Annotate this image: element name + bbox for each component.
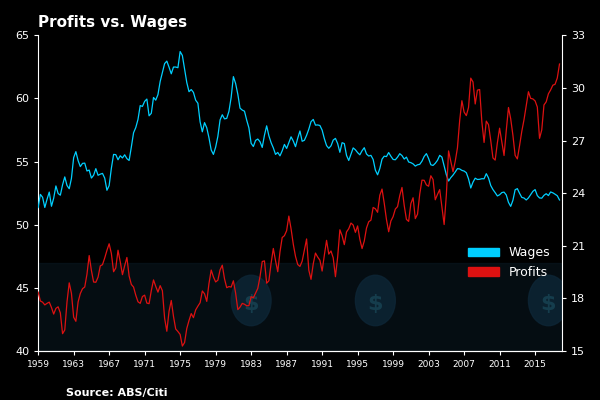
Text: $: $	[244, 294, 259, 314]
Ellipse shape	[355, 275, 395, 326]
Text: $: $	[541, 294, 556, 314]
Legend: Wages, Profits: Wages, Profits	[463, 242, 556, 284]
Bar	[38, 262, 562, 351]
Text: Source: ABS/Citi: Source: ABS/Citi	[66, 388, 167, 398]
Ellipse shape	[529, 275, 568, 326]
Text: $: $	[368, 294, 383, 314]
Ellipse shape	[231, 275, 271, 326]
Text: Profits vs. Wages: Profits vs. Wages	[38, 15, 187, 30]
